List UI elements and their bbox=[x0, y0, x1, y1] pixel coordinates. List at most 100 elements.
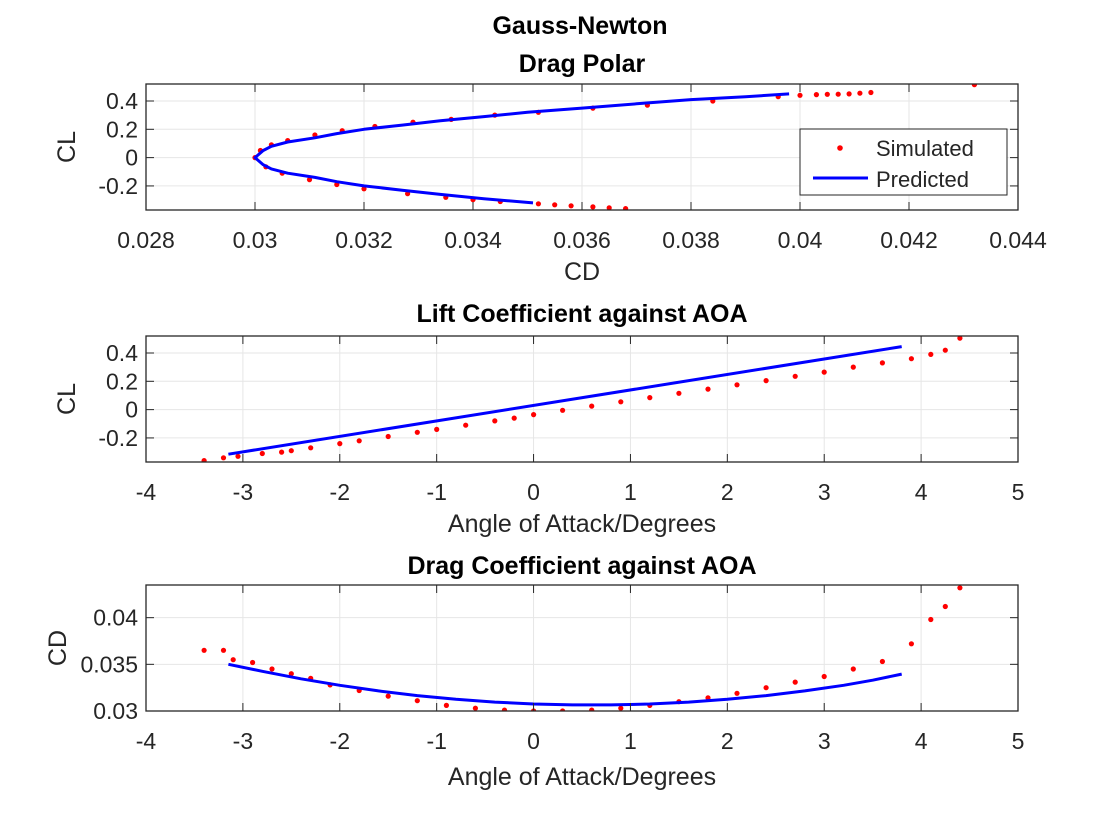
y-tick-label: 0 bbox=[125, 397, 138, 423]
simulated-point bbox=[511, 415, 517, 421]
y-tick-label: 0.2 bbox=[106, 368, 138, 394]
simulated-point bbox=[957, 336, 963, 341]
x-tick-label: 4 bbox=[915, 479, 928, 505]
legend-label-predicted: Predicted bbox=[876, 167, 969, 192]
x-tick-label: -4 bbox=[136, 728, 157, 754]
simulated-point bbox=[308, 445, 314, 451]
simulated-point bbox=[443, 702, 449, 709]
simulated-point bbox=[813, 92, 820, 98]
simulated-point bbox=[647, 395, 653, 401]
chart-title: Drag Coefficient against AOA bbox=[407, 552, 756, 580]
chart-panel-3: -4 -3 -2 -1 0 1 2 3 4 5 0.03 0.035 0.04 Drag Coeffici… bbox=[44, 552, 1024, 791]
x-tick-label: 0.028 bbox=[117, 227, 175, 253]
simulated-point bbox=[705, 386, 711, 392]
simulated-point bbox=[306, 177, 313, 183]
y-tick-label: 0.03 bbox=[93, 698, 138, 724]
y-tick-label: 0.035 bbox=[80, 651, 138, 677]
simulated-point bbox=[797, 92, 803, 98]
x-axis-label: CD bbox=[564, 258, 600, 286]
x-tick-label: -2 bbox=[330, 479, 350, 505]
x-tick-label: 2 bbox=[721, 479, 734, 505]
simulated-point bbox=[857, 90, 863, 96]
simulated-point bbox=[606, 205, 612, 210]
x-axis-label: Angle of Attack/Degrees bbox=[448, 510, 716, 538]
simulated-point bbox=[618, 705, 624, 711]
simulated-point bbox=[623, 206, 629, 210]
simulated-point bbox=[414, 429, 420, 435]
simulated-point bbox=[850, 666, 856, 672]
simulated-point bbox=[879, 658, 886, 665]
x-tick-label: -3 bbox=[233, 728, 253, 754]
x-tick-label: -1 bbox=[426, 479, 446, 505]
x-tick-label: 0.04 bbox=[778, 227, 823, 253]
simulated-point bbox=[356, 438, 362, 444]
x-tick-label: 1 bbox=[624, 728, 637, 754]
x-axis-label: Angle of Attack/Degrees bbox=[448, 763, 716, 791]
predicted-line bbox=[228, 345, 902, 456]
simulated-point bbox=[568, 203, 574, 209]
simulated-point bbox=[734, 382, 740, 388]
y-axis-label: CD bbox=[44, 630, 72, 666]
y-tick-label: 0.04 bbox=[93, 605, 138, 631]
simulated-point bbox=[792, 679, 798, 685]
simulated-point bbox=[942, 347, 948, 353]
simulated-point bbox=[908, 356, 915, 362]
simulated-point bbox=[472, 705, 478, 711]
simulated-point bbox=[279, 449, 285, 455]
simulated-point bbox=[942, 603, 948, 610]
simulated-point bbox=[734, 690, 740, 696]
simulated-point bbox=[385, 693, 391, 699]
simulated-point bbox=[220, 455, 227, 461]
simulated-point bbox=[676, 390, 682, 396]
simulated-point bbox=[928, 616, 934, 623]
simulated-point bbox=[288, 448, 294, 454]
legend-box bbox=[799, 128, 1008, 196]
predicted-line bbox=[253, 92, 790, 205]
simulated-point bbox=[201, 458, 207, 462]
simulated-point bbox=[792, 373, 798, 379]
simulated-point bbox=[552, 202, 558, 208]
chart-panel-1: 0.028 0.03 0.032 0.034 0.036 0.038 0.04 0.042 0.… bbox=[53, 50, 1047, 286]
legend-label-simulated: Simulated bbox=[876, 136, 974, 161]
simulated-point bbox=[928, 351, 934, 357]
x-tick-label: 5 bbox=[1012, 728, 1025, 754]
y-axis-label: CL bbox=[53, 131, 81, 163]
x-tick-label: 2 bbox=[721, 728, 734, 754]
simulated-point bbox=[908, 641, 915, 647]
simulated-point bbox=[259, 450, 265, 457]
y-tick-label: 0.2 bbox=[106, 116, 138, 142]
simulated-point bbox=[250, 659, 256, 666]
simulated-point bbox=[531, 412, 537, 418]
x-tick-label: -1 bbox=[426, 728, 446, 754]
simulated-point bbox=[957, 585, 963, 591]
simulated-point bbox=[868, 89, 874, 96]
x-tick-label: 5 bbox=[1012, 479, 1025, 505]
simulated-point bbox=[850, 364, 856, 370]
simulated-point bbox=[288, 671, 294, 677]
chart-title: Drag Polar bbox=[519, 50, 646, 78]
predicted-line bbox=[228, 662, 903, 707]
simulated-point bbox=[434, 426, 440, 432]
simulated-point bbox=[492, 418, 498, 424]
legend-simulated-marker bbox=[837, 145, 843, 151]
series-group bbox=[252, 84, 977, 210]
simulated-point bbox=[821, 673, 827, 680]
x-tick-label: 3 bbox=[818, 479, 831, 505]
x-tick-label: 0.03 bbox=[233, 227, 278, 253]
legend: Simulated Predicted bbox=[799, 128, 1008, 196]
x-tick-label: -3 bbox=[233, 479, 253, 505]
simulated-point bbox=[235, 453, 241, 459]
x-tick-label: 0.034 bbox=[444, 227, 502, 253]
y-tick-label: 0.4 bbox=[106, 88, 138, 114]
simulated-point bbox=[385, 433, 391, 440]
x-tick-label: -4 bbox=[136, 479, 157, 505]
simulated-point bbox=[835, 91, 841, 97]
x-tick-label: 4 bbox=[915, 728, 928, 754]
x-tick-label: 0 bbox=[527, 728, 540, 754]
simulated-point bbox=[589, 403, 595, 409]
simulated-point bbox=[971, 84, 977, 88]
axes-box bbox=[145, 335, 1019, 463]
x-tick-label: 0.042 bbox=[880, 227, 938, 253]
simulated-point bbox=[535, 201, 542, 207]
